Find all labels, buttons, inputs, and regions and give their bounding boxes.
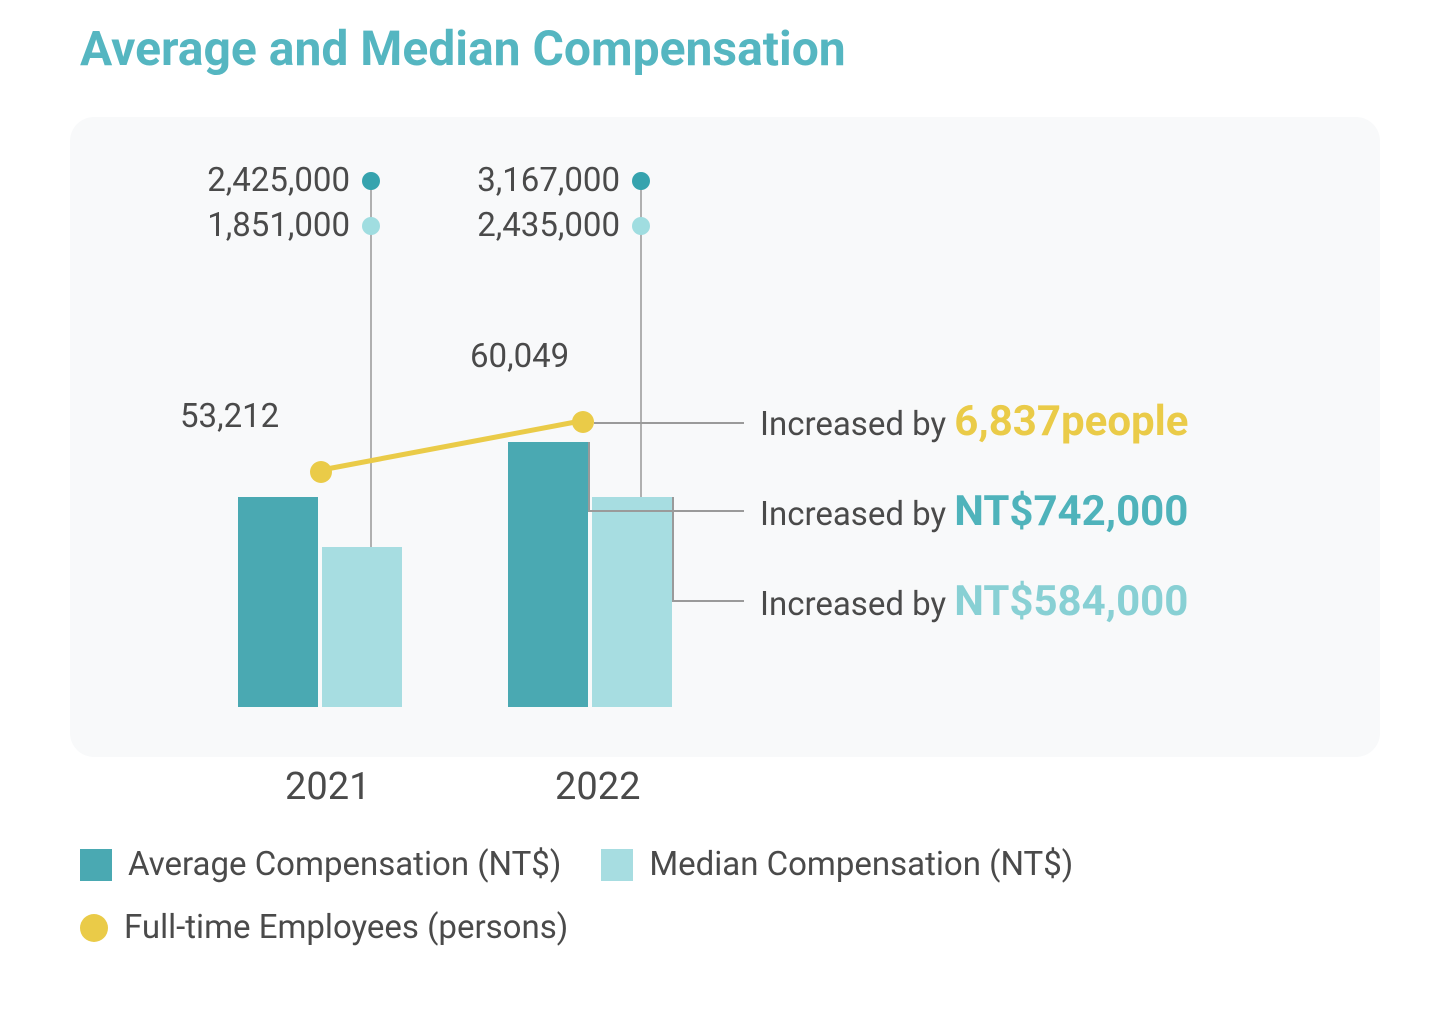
- bar-avg-2021: [238, 497, 318, 707]
- annot-avg-prefix: Increased by: [760, 495, 954, 534]
- annot-med: Increased by NT$584,000: [760, 577, 1188, 626]
- annot-med-value: NT$584,000: [954, 577, 1188, 626]
- dot-med-2021: [362, 217, 380, 235]
- leader-med-v: [672, 497, 674, 600]
- annot-med-prefix: Increased by: [760, 585, 954, 624]
- legend-swatch-avg: [80, 849, 112, 881]
- legend-label-med: Median Compensation (NT$): [649, 845, 1073, 884]
- leader-people: [594, 422, 744, 424]
- legend-swatch-emp: [80, 914, 108, 942]
- legend-item-avg: Average Compensation (NT$): [80, 845, 561, 884]
- legend-label-avg: Average Compensation (NT$): [128, 845, 561, 884]
- bar-avg-2022: [508, 442, 588, 707]
- legend-label-emp: Full-time Employees (persons): [124, 908, 568, 947]
- value-med-2022: 2,435,000: [440, 206, 620, 245]
- leader-med: [672, 600, 744, 602]
- xlabel-2022: 2022: [555, 765, 640, 809]
- annot-people-prefix: Increased by: [760, 405, 954, 444]
- chart-panel: 2,425,000 1,851,000 3,167,000 2,435,000 …: [70, 117, 1380, 757]
- value-avg-2022: 3,167,000: [440, 161, 620, 200]
- legend-item-med: Median Compensation (NT$): [601, 845, 1073, 884]
- legend: Average Compensation (NT$) Median Compen…: [80, 845, 1380, 947]
- x-axis: 2021 2022: [70, 765, 1380, 825]
- chart-title: Average and Median Compensation: [80, 20, 1380, 77]
- emp-point-2021: [310, 461, 332, 483]
- leader-avg-v: [588, 442, 590, 510]
- dot-avg-2021: [362, 172, 380, 190]
- emp-point-2022: [572, 411, 594, 433]
- annot-people-unit: people: [1061, 397, 1188, 446]
- dot-med-2022: [632, 217, 650, 235]
- bar-med-2022: [592, 497, 672, 707]
- value-med-2021: 1,851,000: [170, 206, 350, 245]
- annot-people: Increased by 6,837people: [760, 397, 1188, 446]
- annot-avg: Increased by NT$742,000: [760, 487, 1188, 536]
- leader-avg: [588, 510, 744, 512]
- emp-label-2021: 53,212: [180, 397, 279, 436]
- annot-people-value: 6,837: [954, 397, 1061, 446]
- value-avg-2021: 2,425,000: [170, 161, 350, 200]
- bar-med-2021: [322, 547, 402, 707]
- emp-label-2022: 60,049: [470, 337, 569, 376]
- annot-avg-value: NT$742,000: [954, 487, 1188, 536]
- dot-avg-2022: [632, 172, 650, 190]
- xlabel-2021: 2021: [285, 765, 370, 809]
- legend-item-emp: Full-time Employees (persons): [80, 908, 568, 947]
- legend-swatch-med: [601, 849, 633, 881]
